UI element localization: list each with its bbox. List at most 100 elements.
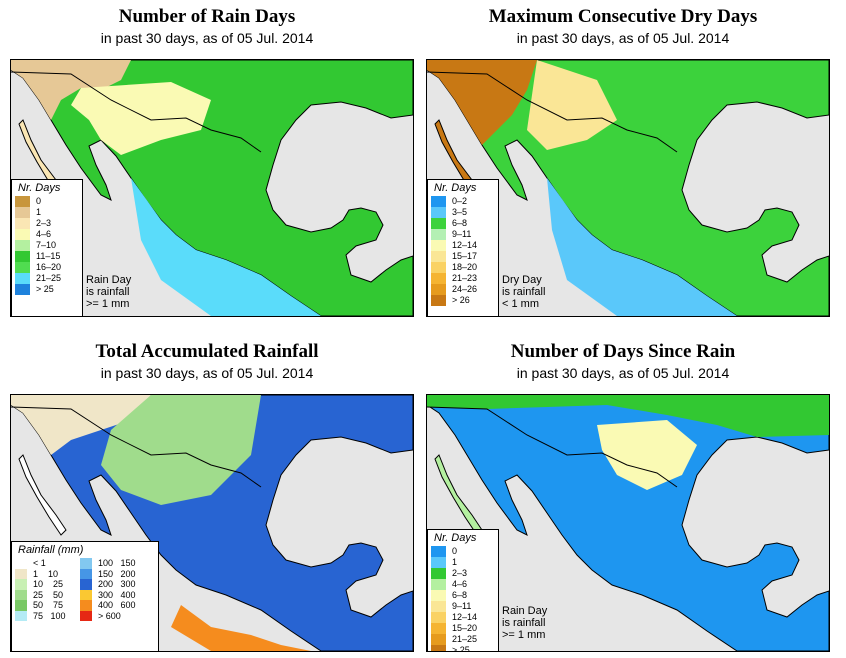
legend-label: 1 — [452, 557, 458, 567]
legend-item: 15–20 — [431, 623, 498, 634]
map-canvas — [11, 395, 413, 651]
legend-swatch — [431, 273, 446, 284]
legend-label: 25 50 — [33, 589, 64, 600]
legend-swatch — [431, 262, 446, 273]
legend-label: 21–25 — [36, 273, 62, 283]
dry-region — [527, 60, 617, 150]
legend-items: 0 1 2–3 4–6 6–8 9–11 12–14 15–20 21–25 > 25 — [428, 546, 498, 652]
panel-title: Number of Days Since Rain — [510, 341, 736, 362]
legend-swatch — [431, 568, 446, 579]
legend-swatch — [15, 207, 30, 218]
us-border — [427, 406, 678, 488]
dry-region — [11, 395, 151, 455]
us-border — [427, 71, 678, 153]
legend-title: Rainfall (mm) — [18, 544, 84, 556]
panel-total-rainfall: Total Accumulated Rainfall in past 30 da… — [0, 335, 414, 655]
legend-label: 18–20 — [452, 262, 478, 272]
legend-swatch — [431, 601, 446, 612]
legend-label: 2–3 — [36, 218, 52, 228]
panel-days-since-rain: Number of Days Since Rain in past 30 day… — [416, 335, 830, 655]
legend-swatch — [15, 240, 30, 251]
us-border — [11, 406, 262, 488]
panel-subtitle: in past 30 days, as of 05 Jul. 2014 — [100, 30, 314, 46]
legend-item: 4–6 — [431, 579, 498, 590]
legend-label: > 25 — [452, 645, 470, 652]
legend-item: 0 — [431, 546, 498, 557]
legend-label: 16–20 — [36, 262, 62, 272]
legend-item: 200 300 — [80, 579, 142, 590]
legend-item: 18–20 — [431, 262, 498, 273]
legend-label: 24–26 — [452, 284, 478, 294]
note-line: < 1 mm — [502, 298, 539, 310]
legend-swatch — [15, 600, 27, 611]
legend-item: 9–11 — [431, 601, 498, 612]
legend-item: 15–17 — [431, 251, 498, 262]
legend-item: 1 — [15, 207, 82, 218]
legend-item: 11–15 — [15, 251, 82, 262]
land-area — [427, 395, 829, 651]
north-region — [427, 395, 829, 437]
legend-label: 400 600 — [98, 600, 136, 611]
legend-label: 4–6 — [36, 229, 52, 239]
legend-title: Nr. Days — [434, 182, 477, 194]
wet-region — [547, 178, 737, 316]
legend-item: 300 400 — [80, 589, 142, 600]
legend-item: 25 50 — [15, 589, 77, 600]
legend-swatch — [80, 600, 92, 611]
map-days-since-rain: Nr. Days 0 1 2–3 4–6 6–8 9–11 12–14 15–20 21–25 >… — [426, 394, 830, 652]
legend-item: 1 10 — [15, 568, 77, 579]
legend-item: 50 75 — [15, 600, 77, 611]
map-canvas — [427, 395, 829, 651]
legend-item: 21–25 — [431, 634, 498, 645]
legend-label: 11–15 — [36, 251, 61, 261]
legend-item: 10 25 — [15, 579, 77, 590]
legend-label: 300 400 — [98, 589, 136, 600]
legend-label: 150 200 — [98, 568, 136, 579]
legend-item: 24–26 — [431, 284, 498, 295]
legend-label: 1 — [36, 207, 42, 217]
legend-note: Dry Day is rainfall < 1 mm — [502, 274, 545, 310]
legend-items: 0 1 2–3 4–6 7–10 11–15 16–20 21–25 > 25 — [12, 196, 82, 295]
legend-swatch — [15, 262, 30, 273]
legend: Nr. Days 0–2 3–5 6–8 9–11 12–14 15–17 18–20 21–… — [427, 179, 499, 316]
legend-item: 1 — [431, 557, 498, 568]
panel-rain-days: Number of Rain Days in past 30 days, as … — [0, 0, 414, 320]
legend-item: 4–6 — [15, 229, 82, 240]
legend-label: 0 — [36, 196, 42, 206]
legend-label: 75 100 — [33, 610, 66, 621]
legend-swatch — [15, 579, 27, 590]
legend-item: 21–25 — [15, 273, 82, 284]
legend-swatch — [431, 634, 446, 645]
panel-title: Maximum Consecutive Dry Days — [488, 6, 758, 27]
legend-item: 9–11 — [431, 229, 498, 240]
legend-label: 21–25 — [452, 634, 478, 644]
legend-label: 0 — [452, 546, 458, 556]
legend-label: > 600 — [98, 610, 121, 621]
legend-label: 2–3 — [452, 568, 468, 578]
legend-item: 6–8 — [431, 590, 498, 601]
note-line: is rainfall — [502, 286, 546, 298]
legend-item: 0–2 — [431, 196, 498, 207]
legend-item: 150 200 — [80, 568, 142, 579]
legend-swatch — [15, 589, 27, 600]
legend-label: 6–8 — [452, 218, 468, 228]
map-canvas — [11, 60, 413, 316]
note-line: >= 1 mm — [502, 629, 546, 641]
panel-subtitle: in past 30 days, as of 05 Jul. 2014 — [516, 365, 730, 381]
legend-item: > 25 — [15, 284, 82, 295]
heavy-rain-region — [171, 605, 311, 651]
legend-item: 2–3 — [15, 218, 82, 229]
map-rain-days: Nr. Days 0 1 2–3 4–6 7–10 11–15 16–20 21–25 > 25… — [10, 59, 414, 317]
legend-swatch — [80, 568, 92, 579]
legend-item: 400 600 — [80, 600, 142, 611]
note-line: is rainfall — [86, 286, 130, 298]
legend-swatch — [15, 196, 30, 207]
legend-item: > 25 — [431, 645, 498, 652]
legend-label: 12–14 — [452, 612, 478, 622]
legend-item: 7–10 — [15, 240, 82, 251]
legend-swatch — [431, 196, 446, 207]
legend-swatch — [431, 612, 446, 623]
legend-label: 3–5 — [452, 207, 468, 217]
legend-swatch — [15, 568, 27, 579]
